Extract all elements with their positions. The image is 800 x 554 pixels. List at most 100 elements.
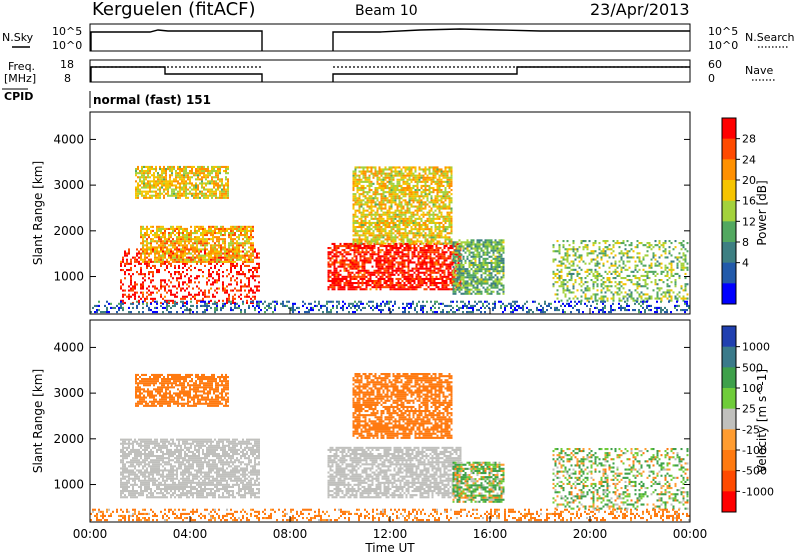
heatmap-cell xyxy=(424,221,427,224)
heatmap-cell xyxy=(484,261,487,264)
heatmap-cell xyxy=(220,258,222,261)
heatmap-cell xyxy=(451,251,454,254)
heatmap-cell xyxy=(448,224,451,227)
heatmap-cell xyxy=(376,217,379,220)
heatmap-cell xyxy=(387,269,390,272)
heatmap-cell xyxy=(213,192,215,195)
heatmap-cell xyxy=(414,180,417,183)
heatmap-cell xyxy=(153,190,155,193)
heatmap-cell xyxy=(446,193,449,196)
heatmap-cell xyxy=(197,194,199,197)
heatmap-cell xyxy=(215,174,217,177)
heatmap-cell xyxy=(174,242,176,245)
heatmap-cell xyxy=(228,293,230,296)
heatmap-cell xyxy=(392,197,395,200)
heatmap-cell xyxy=(384,197,387,200)
heatmap-cell xyxy=(408,166,411,169)
heatmap-cell xyxy=(390,238,393,241)
heatmap-cell xyxy=(397,267,400,270)
heatmap-cell xyxy=(166,246,168,249)
heatmap-cell xyxy=(183,176,185,179)
heatmap-cell xyxy=(494,259,497,262)
heatmap-cell xyxy=(429,269,432,272)
heatmap-cell xyxy=(430,228,433,231)
heatmap-cell xyxy=(376,182,379,185)
heatmap-cell xyxy=(404,224,407,227)
heatmap-cell xyxy=(179,186,181,189)
heatmap-cell xyxy=(206,277,208,280)
heatmap-cell xyxy=(244,260,246,263)
heatmap-cell xyxy=(158,260,160,263)
heatmap-cell xyxy=(420,207,423,210)
heatmap-cell xyxy=(162,258,164,261)
heatmap-cell xyxy=(178,232,180,235)
heatmap-cell xyxy=(359,245,362,248)
heatmap-cell xyxy=(404,195,407,198)
heatmap-cell xyxy=(431,261,434,264)
heatmap-cell xyxy=(211,182,213,185)
heatmap-cell xyxy=(470,292,473,295)
heatmap-cell xyxy=(382,203,385,206)
heatmap-cell xyxy=(401,275,404,278)
heatmap-cell xyxy=(202,248,204,251)
heatmap-cell xyxy=(445,286,448,289)
heatmap-cell xyxy=(160,258,162,261)
heatmap-cell xyxy=(352,189,355,192)
heatmap-cell xyxy=(194,293,196,296)
heatmap-cell xyxy=(199,178,201,181)
heatmap-cell xyxy=(146,232,148,235)
heatmap-cell xyxy=(386,236,389,239)
heatmap-cell xyxy=(163,188,165,191)
heatmap-cell xyxy=(137,194,139,197)
heatmap-cell xyxy=(365,288,368,291)
heatmap-cell xyxy=(224,289,226,292)
heatmap-cell xyxy=(349,280,352,283)
heatmap-cell xyxy=(445,275,448,278)
heatmap-cell xyxy=(360,234,363,237)
heatmap-cell xyxy=(206,295,208,298)
heatmap-cell xyxy=(393,247,396,250)
heatmap-cell xyxy=(430,176,433,179)
heatmap-cell xyxy=(174,271,176,274)
heatmap-cell xyxy=(428,166,431,169)
heatmap-cell xyxy=(412,191,415,194)
heatmap-cell xyxy=(480,292,483,295)
heatmap-cell xyxy=(371,265,374,268)
heatmap-cell xyxy=(454,278,457,281)
heatmap-cell xyxy=(170,262,172,265)
heatmap-cell xyxy=(165,186,167,189)
heatmap-cell xyxy=(228,246,230,249)
heatmap-cell xyxy=(218,279,220,282)
heatmap-cell xyxy=(359,255,362,258)
heatmap-cell xyxy=(400,213,403,216)
heatmap-cell xyxy=(430,178,433,181)
heatmap-cell xyxy=(460,268,463,271)
heatmap-cell xyxy=(208,254,210,257)
heatmap-cell xyxy=(383,282,386,285)
heatmap-cell xyxy=(370,199,373,202)
heatmap-cell xyxy=(382,182,385,185)
heatmap-cell xyxy=(246,254,248,257)
heatmap-cell xyxy=(377,259,380,262)
heatmap-cell xyxy=(130,258,132,261)
heatmap-cell xyxy=(375,275,378,278)
heatmap-cell xyxy=(252,266,254,269)
heatmap-cell xyxy=(216,260,218,263)
heatmap-cell xyxy=(376,228,379,231)
heatmap-cell xyxy=(490,259,493,262)
heatmap-cell xyxy=(360,172,363,175)
heatmap-cell xyxy=(414,176,417,179)
heatmap-cell xyxy=(236,273,238,276)
heatmap-cell xyxy=(379,271,382,274)
heatmap-cell xyxy=(370,221,373,224)
heatmap-cell xyxy=(232,232,234,235)
heatmap-cell xyxy=(444,226,447,229)
heatmap-cell xyxy=(367,277,370,280)
heatmap-cell xyxy=(364,213,367,216)
heatmap-cell xyxy=(433,280,436,283)
heatmap-cell xyxy=(403,247,406,250)
heatmap-cell xyxy=(220,238,222,241)
heatmap-cell xyxy=(396,215,399,218)
heatmap-cell xyxy=(146,295,148,298)
heatmap-cell xyxy=(352,178,355,181)
